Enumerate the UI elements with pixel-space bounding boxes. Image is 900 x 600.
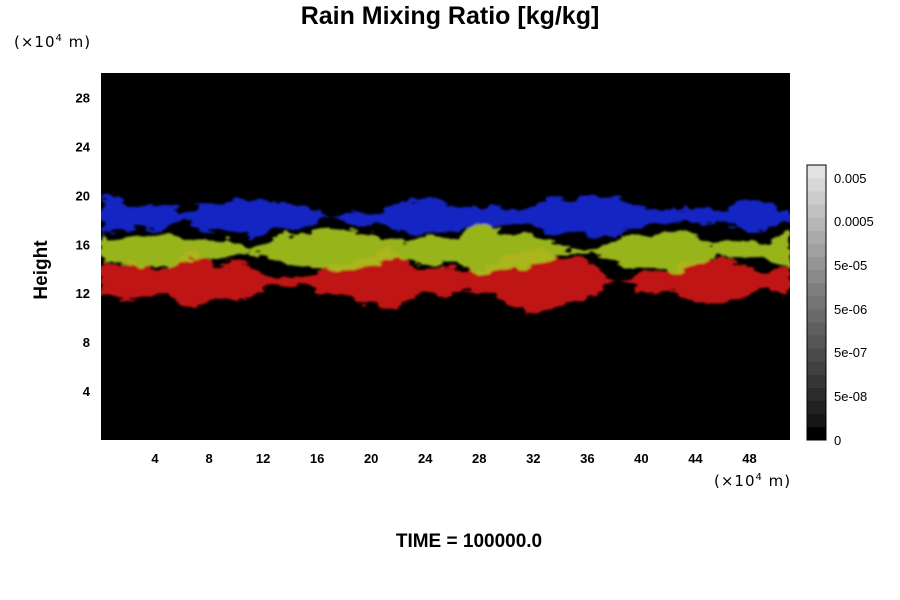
x-tick-label: 44 xyxy=(688,451,703,466)
y-unit-suffix: m) xyxy=(62,33,92,51)
y-tick-label: 4 xyxy=(83,384,91,399)
x-tick-label: 8 xyxy=(205,451,212,466)
colorbar: 0.005 0.0005 5e-05 5e-06 5e-07 5e-08 0 xyxy=(806,164,874,448)
y-tick-labels: 4 8 12 16 20 24 28 xyxy=(76,90,91,399)
y-tick-label: 20 xyxy=(76,188,90,203)
colorbar-label: 5e-05 xyxy=(834,258,867,273)
y-unit-exponent: 4 xyxy=(55,33,63,44)
colorbar-segment xyxy=(807,309,826,323)
colorbar-frame xyxy=(806,164,827,441)
y-tick-label: 16 xyxy=(76,237,90,252)
y-axis-unit: (×104 m) xyxy=(14,33,91,51)
colorbar-label: 0.0005 xyxy=(834,214,874,229)
x-tick-label: 48 xyxy=(742,451,756,466)
colorbar-segment xyxy=(807,374,826,388)
y-tick-label: 12 xyxy=(76,286,90,301)
x-tick-labels: 4 8 12 16 20 24 28 32 36 40 44 48 xyxy=(151,451,756,466)
x-tick-label: 24 xyxy=(418,451,433,466)
colorbar-segment xyxy=(807,295,826,310)
chart-title: Rain Mixing Ratio [kg/kg] xyxy=(300,2,600,30)
y-unit-prefix: (×10 xyxy=(14,33,56,51)
colorbar-segment xyxy=(807,335,826,349)
x-tick-label: 32 xyxy=(526,451,540,466)
colorbar-segment xyxy=(807,282,826,297)
x-tick-label: 20 xyxy=(364,451,378,466)
colorbar-segment xyxy=(807,413,826,428)
x-tick-label: 4 xyxy=(151,451,159,466)
x-unit-exponent: 4 xyxy=(755,472,763,483)
y-tick-label: 8 xyxy=(83,335,90,350)
time-label: TIME = 100000.0 xyxy=(395,531,543,552)
colorbar-segment xyxy=(807,400,826,415)
x-tick-label: 40 xyxy=(634,451,648,466)
colorbar-segment xyxy=(807,322,826,336)
colorbar-segment xyxy=(807,191,826,205)
x-tick-label: 16 xyxy=(310,451,324,466)
colorbar-segment xyxy=(807,256,826,271)
colorbar-segment xyxy=(807,387,826,402)
x-tick-label: 28 xyxy=(472,451,486,466)
colorbar-label: 0 xyxy=(834,433,841,448)
colorbar-label: 5e-08 xyxy=(834,389,867,404)
colorbar-segment xyxy=(807,243,826,257)
x-unit-prefix: (×10 xyxy=(714,472,756,490)
y-tick-label: 28 xyxy=(76,90,90,105)
rain-layer-blue xyxy=(101,195,790,238)
colorbar-label: 5e-06 xyxy=(834,302,867,317)
colorbar-label: 0.005 xyxy=(834,171,867,186)
colorbar-label: 5e-07 xyxy=(834,345,867,360)
colorbar-segment xyxy=(807,361,826,375)
x-axis-unit: (×104 m) xyxy=(714,472,791,490)
rain-layers xyxy=(101,195,790,313)
colorbar-segment xyxy=(807,165,826,179)
colorbar-segment xyxy=(807,348,826,362)
x-tick-label: 12 xyxy=(256,451,270,466)
y-tick-label: 24 xyxy=(76,139,91,154)
colorbar-segment xyxy=(807,204,826,218)
rain-layer-red xyxy=(101,249,790,313)
colorbar-segment xyxy=(807,178,826,192)
colorbar-segment xyxy=(807,217,826,231)
colorbar-segment xyxy=(807,269,826,284)
colorbar-segment xyxy=(807,230,826,244)
x-unit-suffix: m) xyxy=(762,472,792,490)
colorbar-segment xyxy=(807,426,826,441)
rain-layer-yellow xyxy=(101,223,790,278)
x-tick-label: 36 xyxy=(580,451,594,466)
